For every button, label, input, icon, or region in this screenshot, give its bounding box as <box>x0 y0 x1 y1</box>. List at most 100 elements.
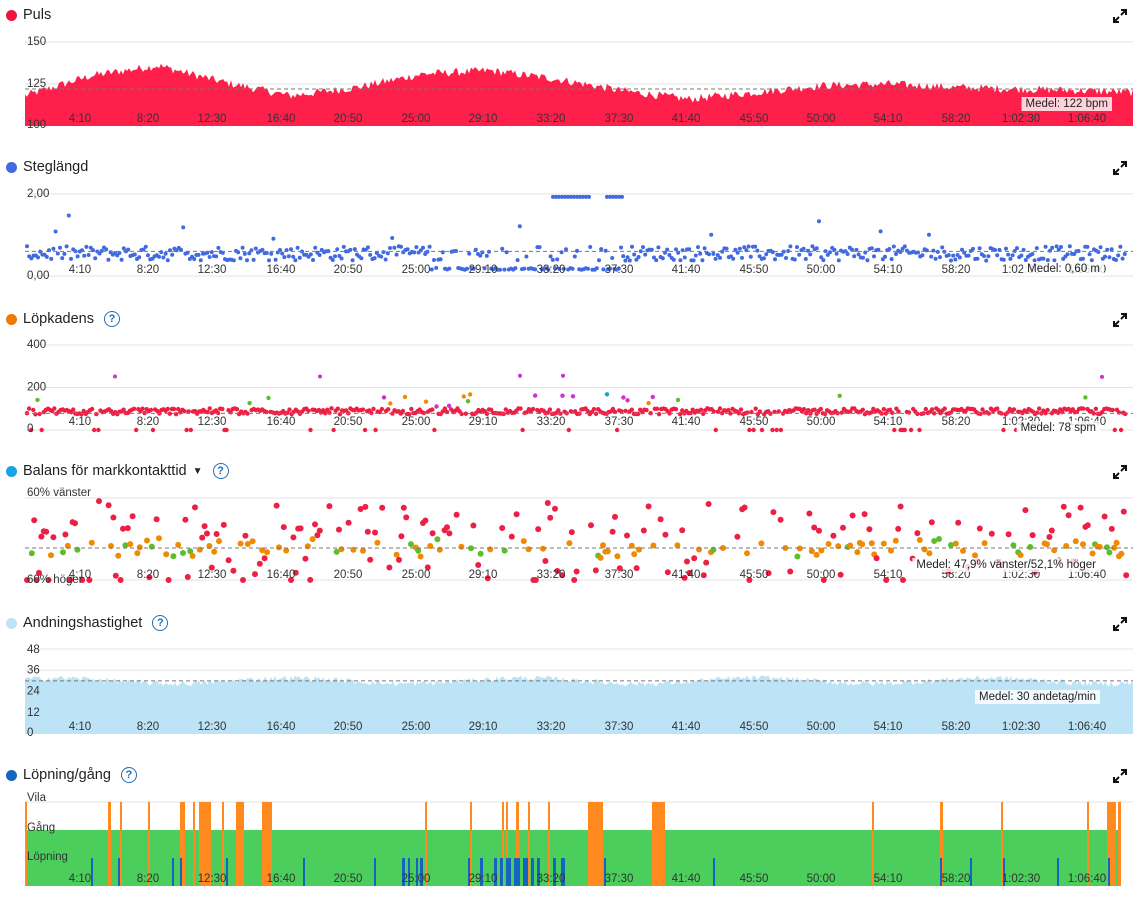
stride-point <box>209 250 214 255</box>
help-icon[interactable]: ? <box>120 767 137 783</box>
balance-point <box>854 549 861 556</box>
stride-point <box>467 251 472 256</box>
balance-point <box>48 552 54 559</box>
stride-point <box>557 266 562 271</box>
stride-point <box>757 254 762 259</box>
cadence-point <box>488 407 494 412</box>
x-tick-label: 45:50 <box>740 113 769 125</box>
cadence-point <box>176 406 181 412</box>
y-tick-label: 0 <box>27 727 33 739</box>
stride-point <box>966 253 971 258</box>
cadence-point <box>942 406 947 411</box>
help-icon[interactable]: ? <box>212 463 229 479</box>
balance-point <box>830 532 837 539</box>
balance-point <box>499 525 506 531</box>
stride-point <box>350 258 355 263</box>
balance-point <box>367 556 374 563</box>
balance-point <box>1096 543 1103 550</box>
expand-icon[interactable] <box>1113 769 1127 783</box>
stride-point <box>385 251 390 256</box>
balance-point <box>201 523 208 530</box>
balance-point <box>948 542 954 548</box>
help-icon[interactable]: ? <box>103 311 120 327</box>
x-tick-label: 33:20 <box>537 873 566 885</box>
cadence-point <box>818 406 823 412</box>
stride-point <box>62 251 67 256</box>
cadence-point <box>560 393 565 398</box>
x-tick-label: 20:50 <box>334 569 363 581</box>
balance-point <box>1108 525 1115 532</box>
expand-icon[interactable] <box>1113 465 1127 479</box>
balance-point <box>895 525 902 532</box>
x-tick-label: 20:50 <box>334 416 363 428</box>
cadence-point <box>35 397 40 403</box>
x-tick-label: 16:40 <box>267 873 296 885</box>
stride-point <box>339 256 344 261</box>
stride-point <box>84 244 89 249</box>
cadence-point <box>908 427 914 433</box>
stride-point <box>984 258 989 263</box>
expand-icon[interactable] <box>1113 617 1127 631</box>
y-tick-label: 400 <box>27 339 46 351</box>
cadence-point <box>566 427 571 433</box>
balance-point <box>362 503 369 510</box>
stride-point <box>522 266 527 271</box>
cadence-point <box>1001 427 1006 433</box>
stride-point <box>313 245 318 250</box>
x-tick-label: 25:00 <box>402 873 431 885</box>
stride-point <box>977 246 982 251</box>
stride-point <box>341 244 346 249</box>
cadence-point <box>621 395 626 400</box>
stride-point <box>58 245 62 250</box>
stride-point <box>856 252 861 257</box>
y-tick-label: 36 <box>27 664 40 676</box>
stride-point <box>894 252 898 256</box>
balance-point <box>866 526 873 533</box>
expand-icon[interactable] <box>1113 9 1127 23</box>
stride-point <box>36 255 40 260</box>
stride-average-label: Medel: 0,60 m <box>1027 263 1100 275</box>
balance-title: Balans för markkontakttid ▼ ? <box>6 461 229 481</box>
stride-point <box>575 248 579 253</box>
cadence-point <box>402 394 408 400</box>
stride-point <box>297 255 302 260</box>
balance-point <box>794 553 801 560</box>
rest-segment <box>940 802 943 886</box>
stride-point <box>196 252 201 257</box>
stride-point <box>537 245 542 250</box>
balance-point <box>408 541 414 548</box>
stride-point <box>438 257 443 262</box>
stride-point <box>141 247 146 252</box>
stride-point <box>718 255 722 260</box>
stride-point <box>291 254 296 259</box>
help-icon[interactable]: ? <box>152 615 169 631</box>
balance-point <box>981 540 988 547</box>
cadence-point <box>556 408 561 413</box>
stride-point <box>810 244 815 249</box>
cadence-point <box>220 406 225 412</box>
stride-point <box>687 247 692 252</box>
stride-point <box>1109 247 1114 252</box>
balance-point <box>312 521 318 528</box>
expand-icon[interactable] <box>1113 161 1127 175</box>
rest-segment <box>652 802 665 886</box>
x-tick-label: 33:20 <box>537 113 566 125</box>
balance-point <box>861 511 868 518</box>
cadence-point <box>446 403 452 408</box>
rest-segment <box>148 802 150 886</box>
expand-icon[interactable] <box>1113 313 1127 327</box>
balance-point <box>868 540 875 547</box>
balance-point <box>837 571 844 578</box>
balance-point <box>403 514 410 521</box>
x-tick-label: 8:20 <box>137 569 159 581</box>
stride-point <box>504 250 509 255</box>
balance-point <box>720 545 726 551</box>
x-tick-label: 54:10 <box>874 569 903 581</box>
dropdown-caret-icon[interactable]: ▼ <box>192 465 203 477</box>
balance-point <box>477 550 484 557</box>
stride-point <box>737 246 742 251</box>
rest-segment <box>1118 802 1121 886</box>
cadence-title-text: Löpkadens <box>23 311 94 327</box>
stride-point <box>564 247 568 252</box>
stride-point <box>1034 246 1039 251</box>
